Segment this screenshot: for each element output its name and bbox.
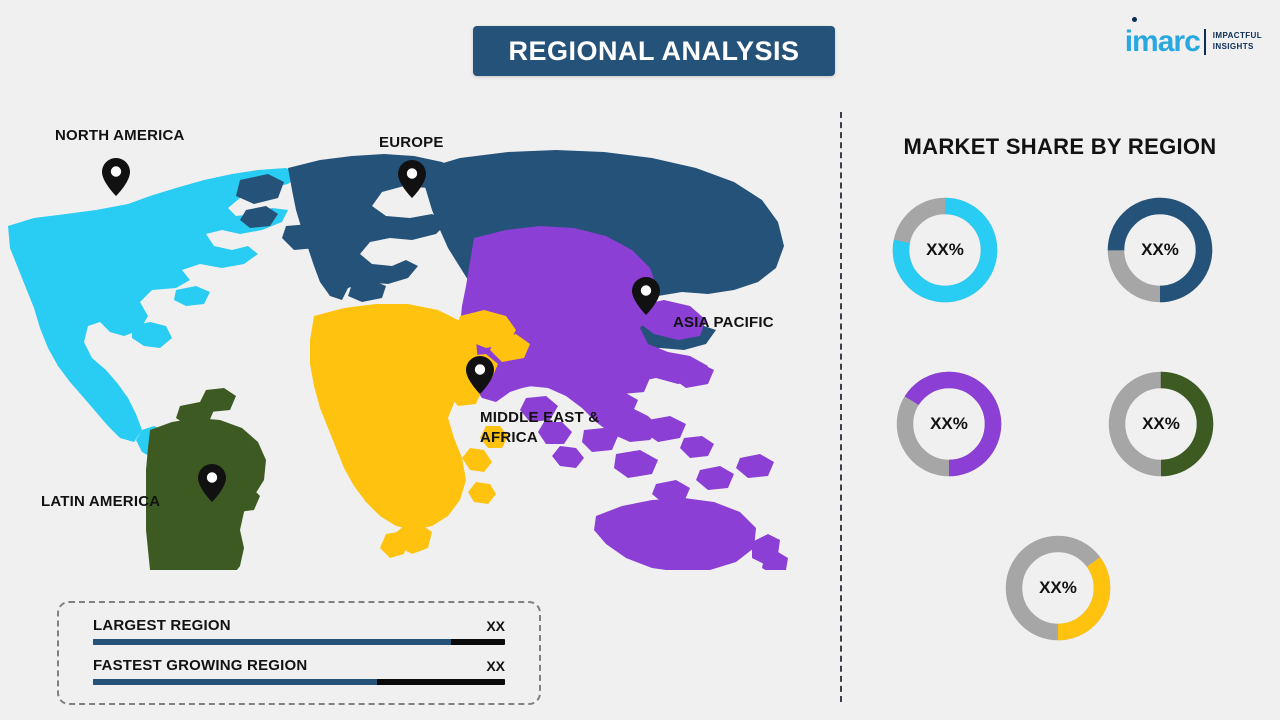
chart-panel-title: MARKET SHARE BY REGION xyxy=(903,134,1217,159)
donut-value-europe: XX% xyxy=(1141,240,1179,259)
donut-value-middle-east-africa: XX% xyxy=(1039,578,1077,597)
map-label-europe: EUROPE xyxy=(379,134,444,151)
map-pin-europe-icon xyxy=(398,160,426,198)
legend-value-fastest-growing-region: XX xyxy=(486,658,505,674)
donut-chart-middle-east-africa: XX% xyxy=(1002,532,1114,644)
donut-chart-asia-pacific: XX% xyxy=(893,368,1005,480)
logo-dot-icon xyxy=(1131,17,1137,22)
map-pin-middle-east-africa-icon xyxy=(466,356,494,394)
map-label-asia-pacific: ASIA PACIFIC xyxy=(673,314,774,331)
legend-row-largest-region: LARGEST REGION XX xyxy=(93,617,505,645)
legend-label-fastest-growing-region: FASTEST GROWING REGION xyxy=(93,657,308,674)
donut-value-asia-pacific: XX% xyxy=(930,414,968,433)
donut-chart-north-america: XX% xyxy=(889,194,1001,306)
legend-row-fastest-growing-region: FASTEST GROWING REGION XX xyxy=(93,657,505,685)
panel-divider xyxy=(840,112,842,702)
imarc-logo: imarc IMPACTFUL INSIGHTS xyxy=(1124,17,1262,62)
map-label-middle-east-africa: MIDDLE EAST & AFRICA xyxy=(480,409,600,446)
logo-wordmark: imarc xyxy=(1124,25,1201,58)
logo-divider xyxy=(1203,29,1206,55)
legend-label-largest-region: LARGEST REGION xyxy=(93,617,231,634)
map-pin-asia-pacific-icon xyxy=(632,277,660,315)
map-region-middle-east-africa xyxy=(310,304,530,558)
legend-bar-fill-largest-region xyxy=(93,639,452,645)
world-map xyxy=(0,130,820,570)
map-pin-latin-america-icon xyxy=(198,464,226,502)
map-pin-north-america-icon xyxy=(102,158,130,196)
legend-bar-fill-fastest-growing-region xyxy=(93,679,378,685)
donut-value-latin-america: XX% xyxy=(1142,414,1180,433)
donut-chart-europe: XX% xyxy=(1104,194,1216,306)
page-title-banner: REGIONAL ANALYSIS xyxy=(473,26,835,76)
legend-value-largest-region: XX xyxy=(486,618,505,634)
logo-tagline: IMPACTFUL INSIGHTS xyxy=(1213,31,1262,53)
map-label-latin-america: LATIN AMERICA xyxy=(41,493,161,510)
logo-tagline-line1: IMPACTFUL xyxy=(1212,31,1262,41)
donut-chart-latin-america: XX% xyxy=(1105,368,1217,480)
page-title: REGIONAL ANALYSIS xyxy=(508,35,800,66)
map-label-north-america: NORTH AMERICA xyxy=(55,127,185,144)
region-summary-box: LARGEST REGION XX FASTEST GROWING REGION… xyxy=(57,601,541,705)
legend-bar-largest-region xyxy=(93,639,505,645)
donut-value-north-america: XX% xyxy=(926,240,964,259)
legend-bar-fastest-growing-region xyxy=(93,679,505,685)
logo-tagline-line2: INSIGHTS xyxy=(1212,42,1254,51)
